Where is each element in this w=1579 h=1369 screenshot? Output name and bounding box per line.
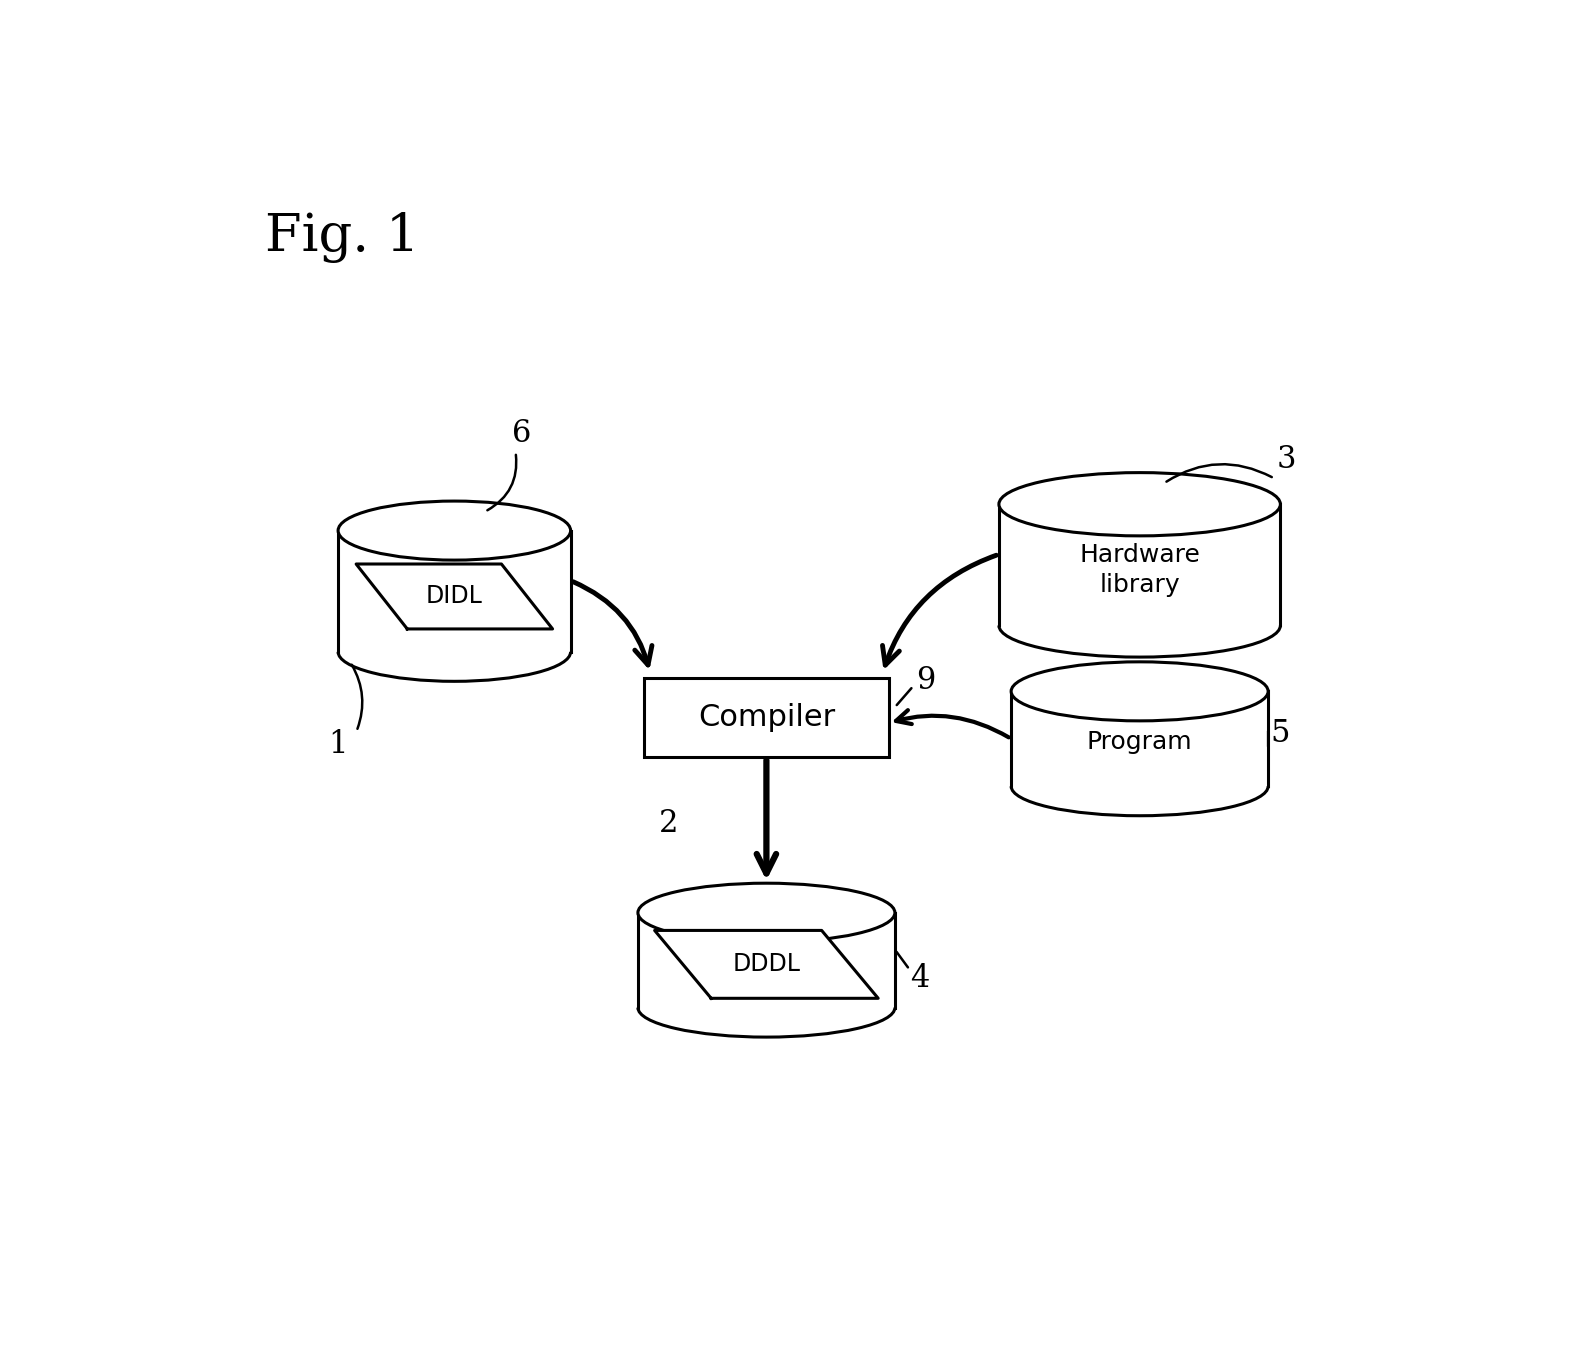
Text: Program: Program bbox=[1086, 730, 1192, 754]
Polygon shape bbox=[357, 564, 553, 628]
Polygon shape bbox=[1011, 691, 1268, 786]
Text: DDDL: DDDL bbox=[733, 953, 801, 976]
Text: Compiler: Compiler bbox=[698, 704, 835, 732]
Polygon shape bbox=[338, 531, 570, 652]
Ellipse shape bbox=[1000, 472, 1281, 535]
Text: 2: 2 bbox=[658, 808, 679, 839]
Text: 1: 1 bbox=[328, 728, 347, 760]
Ellipse shape bbox=[338, 501, 570, 560]
Text: Fig. 1: Fig. 1 bbox=[265, 212, 418, 263]
Text: 5: 5 bbox=[1271, 717, 1290, 749]
Ellipse shape bbox=[1011, 661, 1268, 721]
Text: 3: 3 bbox=[1277, 444, 1296, 475]
FancyBboxPatch shape bbox=[644, 678, 889, 757]
Polygon shape bbox=[655, 931, 878, 998]
Polygon shape bbox=[1000, 504, 1281, 626]
Text: 4: 4 bbox=[910, 962, 928, 994]
Text: 9: 9 bbox=[916, 665, 935, 697]
Text: Hardware
library: Hardware library bbox=[1078, 543, 1200, 597]
Text: DIDL: DIDL bbox=[426, 585, 483, 608]
Polygon shape bbox=[638, 913, 895, 1008]
Text: 6: 6 bbox=[512, 418, 532, 449]
Ellipse shape bbox=[638, 883, 895, 942]
